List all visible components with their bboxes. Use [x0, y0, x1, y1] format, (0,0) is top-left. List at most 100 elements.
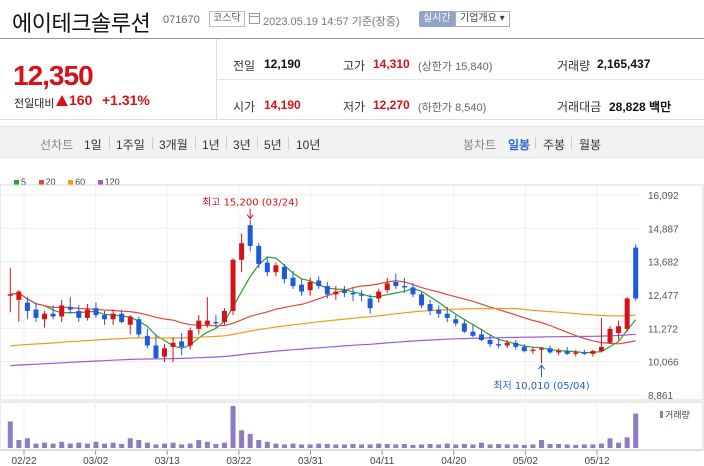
current-price: 12,350	[13, 60, 94, 91]
price-plot-frame	[0, 184, 704, 401]
candle-body	[333, 291, 339, 295]
candle-body	[401, 286, 407, 288]
candle-body	[444, 313, 450, 318]
candle-body	[573, 352, 579, 354]
candle-body	[110, 313, 116, 320]
legend-ma60[interactable]: 60	[68, 177, 85, 187]
candle-body	[607, 328, 613, 343]
candle-body	[538, 348, 544, 350]
open-label: 시가	[233, 100, 256, 114]
volume-bar	[213, 444, 219, 448]
x-tick-label: 04/20	[441, 456, 466, 466]
volume-bar	[538, 440, 544, 448]
volume-bar	[230, 406, 236, 448]
legend-ma120[interactable]: 120	[97, 177, 120, 187]
ma60-line	[10, 307, 636, 347]
volume-bar	[7, 421, 13, 448]
low-annotation: 최저 10,010 (05/04)	[493, 380, 589, 392]
volume-bar	[496, 444, 502, 448]
candle-body	[384, 283, 390, 291]
candle-body	[16, 291, 22, 300]
volume-legend-label: 거래량	[665, 409, 690, 421]
candle-body	[470, 331, 476, 336]
volume-bar	[530, 444, 536, 448]
x-tick-label: 03/13	[155, 456, 180, 466]
period-10y[interactable]: 10년	[296, 138, 321, 152]
candle-body	[324, 286, 330, 295]
volume-bar	[273, 443, 279, 448]
volume-bar	[67, 443, 73, 448]
volume-bar	[598, 443, 604, 448]
lower-limit: (하한가 8,540)	[418, 102, 487, 114]
legend-ma20[interactable]: 20	[38, 177, 56, 187]
volume-value: 2,165,437	[597, 57, 651, 71]
volume-bar	[341, 444, 347, 448]
candle-monthly[interactable]: 월봉	[579, 138, 602, 152]
candle-body	[581, 352, 587, 354]
volume-bar	[376, 443, 382, 448]
period-3m[interactable]: 3개월	[159, 138, 188, 152]
volume-bar	[367, 444, 373, 448]
y-tick-label: 12,477	[648, 291, 679, 302]
candle-body	[67, 306, 73, 310]
period-1y[interactable]: 1년	[202, 138, 220, 152]
volume-bar	[410, 444, 416, 448]
period-1w[interactable]: 1주일	[116, 138, 145, 152]
y-tick-label: 8,861	[648, 391, 673, 402]
volume-bar	[76, 442, 82, 448]
volume-plot-frame	[0, 401, 704, 451]
legend-ma5[interactable]: 5	[14, 177, 26, 187]
volume-bar	[333, 444, 339, 448]
candle-body	[461, 323, 467, 332]
candle-body	[530, 349, 536, 352]
volume-bar	[470, 444, 476, 448]
volume-bar	[350, 444, 356, 448]
volume-bar	[33, 443, 39, 448]
low-label: 저가	[343, 100, 366, 114]
candle-body	[624, 298, 630, 329]
y-tick-label: 16,092	[648, 191, 679, 202]
high-annotation: 최고 15,200 (03/24)	[202, 197, 298, 209]
y-tick-label: 13,682	[648, 258, 679, 269]
company-overview-dropdown[interactable]: 기업개요 ▾	[455, 11, 510, 27]
volume-bar	[581, 444, 587, 448]
candle-body	[33, 309, 39, 318]
volume-bar	[127, 438, 133, 448]
y-tick-label: 14,887	[648, 224, 679, 235]
volume-bar	[187, 443, 193, 448]
x-tick-label: 03/22	[226, 456, 251, 466]
high-arrow-head	[246, 214, 254, 220]
change-value: 160	[69, 92, 93, 108]
period-3y[interactable]: 3년	[233, 138, 251, 152]
volume-bar	[179, 444, 185, 448]
legend-swatch	[14, 180, 19, 185]
volume-bar	[556, 444, 562, 448]
divider	[216, 79, 704, 80]
market-badge: 코스닥	[209, 11, 245, 27]
candle-body	[496, 344, 502, 346]
volume-bar	[136, 440, 142, 448]
candle-body	[290, 277, 296, 287]
amount-value: 28,828 백만	[609, 100, 672, 114]
candle-daily[interactable]: 일봉	[508, 138, 531, 152]
volume-bar	[299, 444, 305, 448]
period-5y[interactable]: 5년	[264, 138, 282, 152]
volume-bar	[196, 440, 202, 448]
volume-bar	[290, 443, 296, 448]
volume-bar	[436, 444, 442, 448]
period-1d[interactable]: 1일	[84, 138, 102, 152]
volume-bar	[487, 444, 493, 448]
candle-body	[479, 334, 484, 340]
high-label: 고가	[343, 59, 366, 73]
low-arrow-head	[538, 364, 545, 370]
candle-body	[564, 351, 570, 354]
volume-bar	[221, 442, 227, 448]
candle-body	[633, 247, 639, 299]
candle-body	[187, 330, 193, 346]
realtime-button[interactable]: 실시간	[419, 11, 455, 27]
volume-bar	[521, 444, 527, 448]
upper-limit: (상한가 15,840)	[418, 61, 493, 73]
candle-weekly[interactable]: 주봉	[543, 138, 566, 152]
volume-bar	[316, 443, 322, 448]
candlestick-chart[interactable]: 16,092 14,887 13,682 12,477 11,272 10,066 8,86…	[0, 160, 704, 466]
